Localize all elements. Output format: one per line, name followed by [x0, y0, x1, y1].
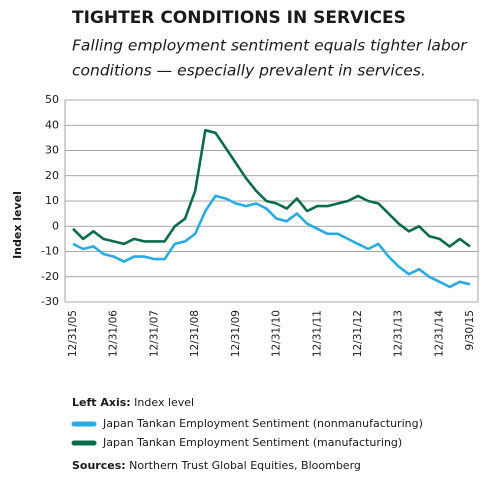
x-tick-label: 12/31/05 [67, 310, 79, 357]
series-line [72, 194, 471, 289]
x-tick-label: 12/31/06 [108, 310, 120, 357]
x-tick-label: 9/30/15 [464, 310, 476, 350]
x-tick-label: 12/31/09 [230, 310, 242, 357]
axis-note: Left Axis: Index level [72, 396, 194, 409]
y-tick-label: -20 [41, 270, 59, 283]
series-line [72, 129, 471, 248]
y-tick-label: -30 [41, 295, 59, 308]
sources: Sources: Northern Trust Global Equities,… [72, 459, 361, 472]
x-tick-label: 12/31/11 [311, 310, 323, 357]
x-tick-label: 12/31/14 [433, 310, 445, 357]
y-tick-label: 20 [45, 169, 59, 182]
y-tick-label: 50 [45, 93, 59, 106]
y-axis-label: Index level [11, 191, 24, 259]
x-tick-label: 12/31/10 [271, 310, 283, 357]
y-tick-label: 40 [45, 118, 59, 131]
sources-label: Sources: [72, 459, 126, 472]
sources-text: Northern Trust Global Equities, Bloomber… [129, 459, 361, 472]
x-tick-label: 12/31/08 [189, 310, 201, 357]
axis-note-label: Left Axis: [72, 396, 131, 409]
y-tick-label: 0 [52, 219, 59, 232]
x-tick-label: 12/31/12 [352, 310, 364, 357]
x-tick-label: 12/31/07 [148, 310, 160, 357]
y-tick-label: -10 [41, 245, 59, 258]
x-tick-label: 12/31/13 [393, 310, 405, 357]
legend-label: Japan Tankan Employment Sentiment (nonma… [102, 417, 423, 430]
legend-label: Japan Tankan Employment Sentiment (manuf… [102, 436, 402, 449]
axis-note-text: Index level [134, 396, 194, 409]
y-tick-label: 30 [45, 144, 59, 157]
y-tick-label: 10 [45, 194, 59, 207]
chart-subtitle: conditions — especially prevalent in ser… [72, 62, 426, 80]
chart-title: TIGHTER CONDITIONS IN SERVICES [72, 8, 406, 28]
chart-subtitle: Falling employment sentiment equals tigh… [72, 37, 468, 55]
